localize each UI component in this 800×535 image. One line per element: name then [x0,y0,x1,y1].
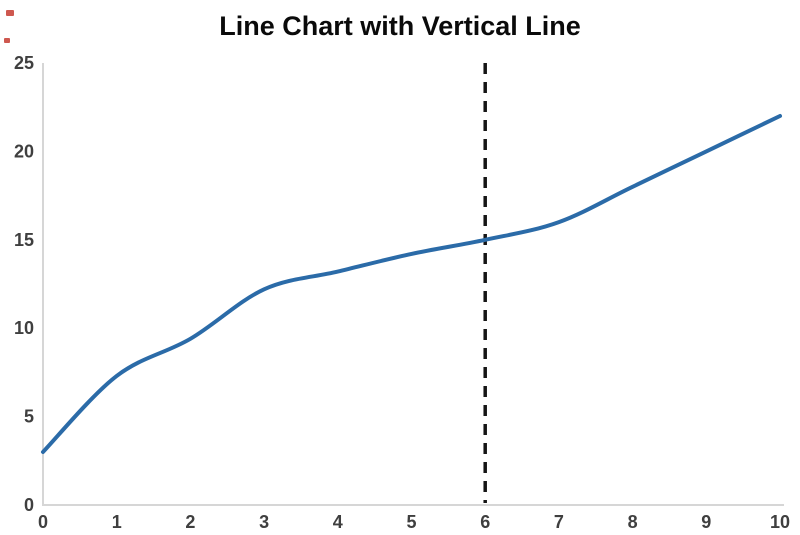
x-tick-label: 7 [554,512,564,532]
x-tick-label: 9 [701,512,711,532]
red-artifact-mark [6,10,14,16]
red-artifact-mark [4,38,10,43]
y-tick-label: 10 [14,318,34,338]
y-tick-label: 25 [14,53,34,73]
y-tick-label: 0 [24,495,34,515]
x-tick-label: 10 [770,512,790,532]
series-line [41,114,782,454]
x-tick-label: 8 [628,512,638,532]
y-tick-label: 15 [14,230,34,250]
y-tick-label: 20 [14,141,34,161]
x-tick-label: 0 [38,512,48,532]
x-tick-label: 3 [259,512,269,532]
x-tick-label: 2 [185,512,195,532]
x-tick-label: 1 [112,512,122,532]
x-tick-label: 6 [480,512,490,532]
x-tick-label: 4 [333,512,343,532]
chart-title: Line Chart with Vertical Line [219,11,581,41]
x-tick-label: 5 [406,512,416,532]
y-tick-label: 5 [24,407,34,427]
